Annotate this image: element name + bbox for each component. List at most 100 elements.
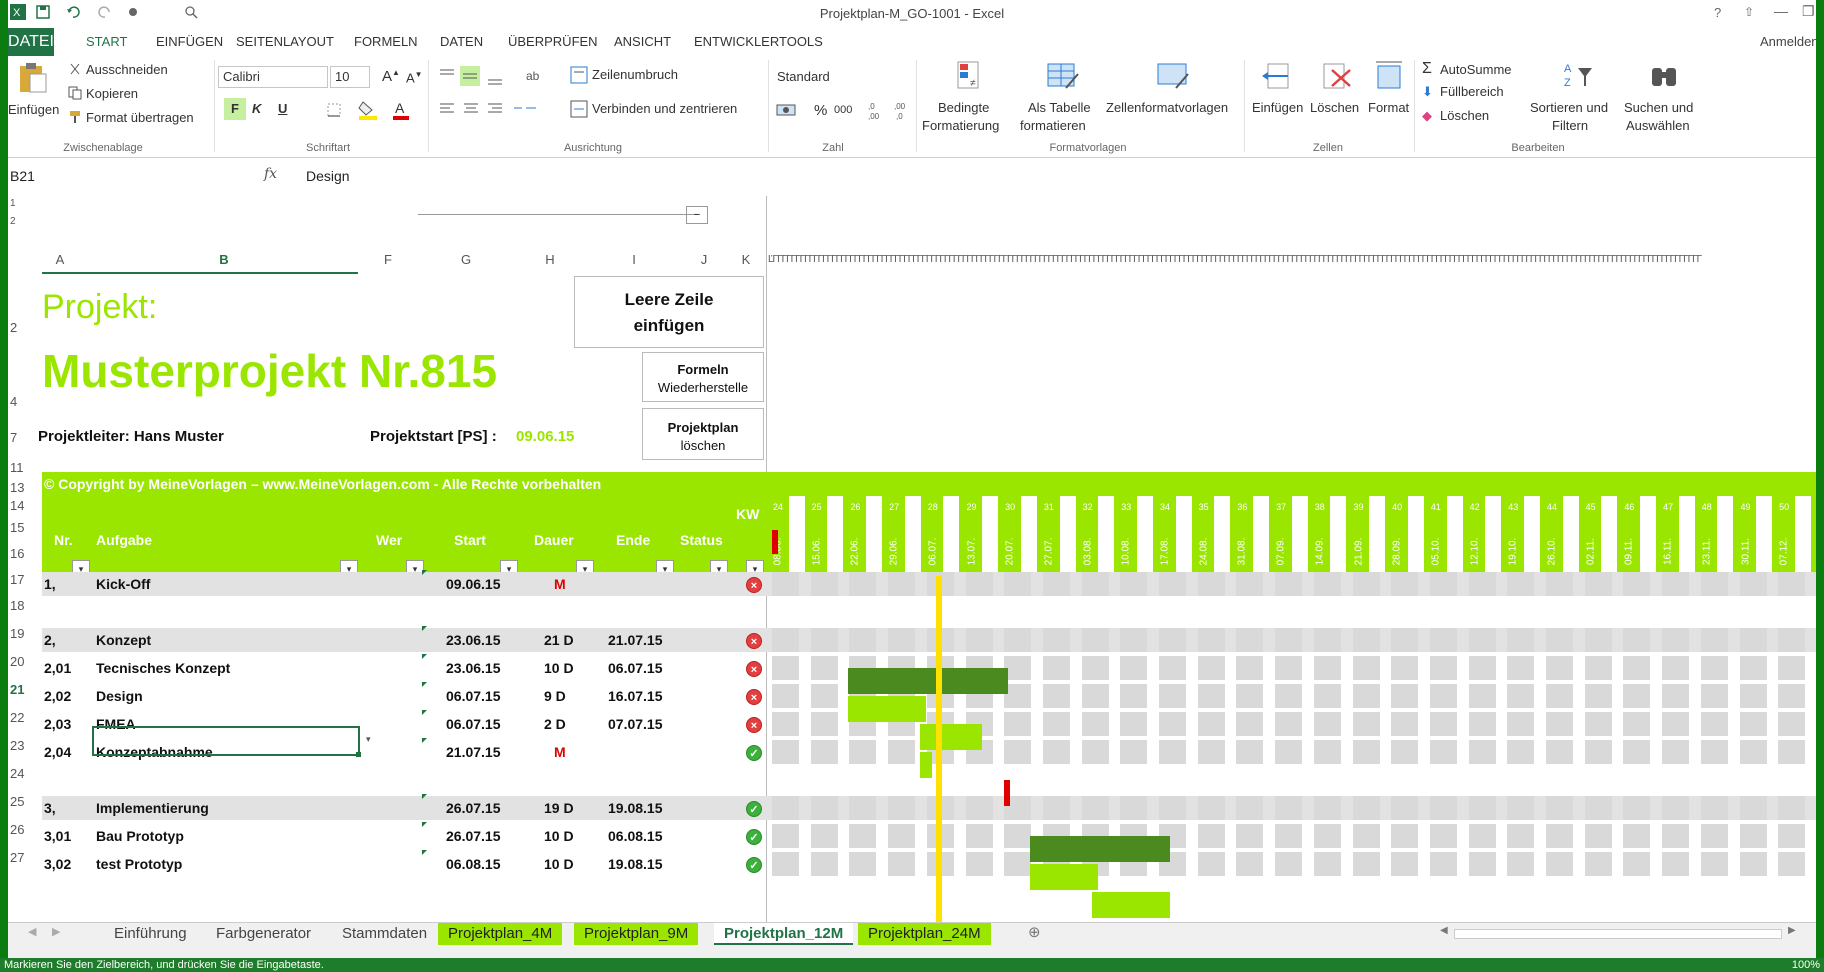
fx-icon[interactable]: fx: [264, 166, 278, 182]
task-start[interactable]: 06.08.15: [446, 856, 501, 872]
task-end[interactable]: 19.08.15: [608, 856, 663, 872]
cell-styles-button[interactable]: Zellenformatvorlagen: [1106, 100, 1229, 115]
task-duration[interactable]: 10 D: [544, 856, 574, 872]
task-end[interactable]: 16.07.15: [608, 688, 663, 704]
find-select-button[interactable]: Suchen und: [1624, 100, 1694, 115]
insert-empty-row-button[interactable]: Leere Zeile einfügen: [574, 276, 764, 348]
task-name[interactable]: Konzept: [96, 632, 152, 648]
undo-icon[interactable]: [66, 5, 80, 19]
task-start[interactable]: 09.06.15: [446, 576, 501, 592]
task-name[interactable]: Design: [96, 688, 143, 704]
orientation-icon[interactable]: ab: [526, 66, 548, 86]
delete-cells-button[interactable]: Löschen: [1310, 100, 1360, 115]
task-name[interactable]: test Prototyp: [96, 856, 183, 872]
col-a[interactable]: A: [55, 252, 65, 267]
task-start[interactable]: 21.07.15: [446, 744, 501, 760]
touch-mode-icon[interactable]: [126, 5, 140, 19]
copy-button[interactable]: Kopieren: [86, 86, 139, 101]
formula-input[interactable]: Design: [306, 168, 350, 184]
task-start[interactable]: 26.07.15: [446, 828, 501, 844]
task-duration[interactable]: 10 D: [544, 828, 574, 844]
thousands-button[interactable]: 000: [834, 104, 853, 116]
paste-button[interactable]: Einfügen: [8, 102, 60, 117]
scroll-left-icon[interactable]: ◀: [1440, 925, 1448, 936]
sheet-tab-stammdaten[interactable]: Stammdaten: [342, 925, 428, 942]
tab-entwicklertools[interactable]: ENTWICKLERTOOLS: [694, 34, 823, 49]
task-nr[interactable]: 2,03: [44, 716, 72, 732]
outline-collapse-button[interactable]: –: [686, 206, 708, 224]
tab-seitenlayout[interactable]: SEITENLAYOUT: [236, 34, 335, 49]
tab-einfuegen[interactable]: EINFÜGEN: [156, 34, 224, 49]
task-end[interactable]: 06.07.15: [608, 660, 663, 676]
task-nr[interactable]: 1,: [44, 576, 56, 592]
shrink-font-icon[interactable]: A▼: [406, 70, 423, 86]
sheet-tab-projektplan-24m[interactable]: Projektplan_24M: [858, 923, 991, 945]
name-box[interactable]: B21: [10, 168, 35, 184]
col-k[interactable]: K: [741, 252, 751, 267]
task-name[interactable]: Tecnisches Konzept: [96, 660, 231, 676]
task-start[interactable]: 23.06.15: [446, 632, 501, 648]
sheet-tab-projektplan-12m[interactable]: Projektplan_12M: [714, 923, 854, 945]
task-name[interactable]: Bau Prototyp: [96, 828, 184, 844]
tab-ueberpruefen[interactable]: ÜBERPRÜFEN: [508, 34, 598, 49]
project-start-value[interactable]: 09.06.15: [516, 428, 575, 445]
col-h[interactable]: H: [545, 252, 555, 267]
ribbon-display-icon[interactable]: ⇧: [1744, 5, 1755, 19]
fill-color-icon[interactable]: [358, 100, 380, 120]
scroll-right-icon[interactable]: ▶: [1788, 925, 1796, 936]
task-start[interactable]: 06.07.15: [446, 688, 501, 704]
sheet-tab-projektplan-4m[interactable]: Projektplan_4M: [438, 923, 563, 945]
grow-font-icon[interactable]: A▲: [382, 68, 400, 85]
sheet-tab-farbgenerator[interactable]: Farbgenerator: [216, 925, 312, 942]
redo-icon[interactable]: [98, 5, 112, 19]
validation-dropdown-icon[interactable]: ▾: [366, 734, 371, 744]
conditional-format-button[interactable]: Bedingte: [938, 100, 990, 115]
horizontal-scrollbar[interactable]: [1454, 929, 1782, 939]
tab-daten[interactable]: DATEN: [440, 34, 484, 49]
decimal-icons[interactable]: ,0,00,00,0: [866, 100, 916, 122]
zoom-level[interactable]: 100%: [1791, 959, 1820, 971]
col-j[interactable]: J: [700, 252, 708, 267]
selected-cell[interactable]: [92, 726, 360, 756]
task-name[interactable]: Konzeptabnahme: [96, 744, 213, 760]
font-name-select[interactable]: Calibri: [218, 66, 328, 88]
sort-filter-button[interactable]: Sortieren und: [1530, 100, 1609, 115]
task-end[interactable]: 19.08.15: [608, 800, 663, 816]
sheet-tab-einfuehrung[interactable]: Einführung: [114, 925, 187, 942]
save-icon[interactable]: [36, 5, 50, 19]
task-nr[interactable]: 3,02: [44, 856, 72, 872]
tab-formeln[interactable]: FORMELN: [354, 34, 418, 49]
sheet-tab-projektplan-9m[interactable]: Projektplan_9M: [574, 923, 699, 945]
task-start[interactable]: 06.07.15: [446, 716, 501, 732]
format-painter-button[interactable]: Format übertragen: [86, 110, 194, 125]
cut-button[interactable]: Ausschneiden: [86, 62, 168, 77]
task-duration[interactable]: M: [554, 576, 566, 592]
minimize-icon[interactable]: —: [1774, 3, 1788, 19]
task-duration[interactable]: M: [554, 744, 566, 760]
task-duration[interactable]: 9 D: [544, 688, 566, 704]
underline-button[interactable]: U: [278, 101, 288, 116]
restore-formulas-button[interactable]: Formeln Wiederherstelle: [642, 352, 764, 402]
horizontal-align-icons[interactable]: [438, 100, 538, 120]
format-cells-button[interactable]: Format: [1368, 100, 1410, 115]
task-duration[interactable]: 21 D: [544, 632, 574, 648]
insert-cells-button[interactable]: Einfügen: [1252, 100, 1304, 115]
print-preview-icon[interactable]: [184, 5, 198, 19]
task-name[interactable]: FMEA: [96, 716, 136, 732]
wrap-text-button[interactable]: Zeilenumbruch: [592, 67, 678, 82]
sign-in-link[interactable]: Anmelden: [1760, 34, 1816, 49]
clear-plan-button[interactable]: Projektplan löschen: [642, 408, 764, 460]
tab-datei[interactable]: DATEI: [8, 28, 54, 56]
task-start[interactable]: 26.07.15: [446, 800, 501, 816]
number-format-select[interactable]: Standard: [772, 66, 912, 88]
currency-icon[interactable]: [776, 102, 800, 118]
task-end[interactable]: 06.08.15: [608, 828, 663, 844]
merge-center-button[interactable]: Verbinden und zentrieren: [592, 101, 738, 116]
restore-icon[interactable]: ❐: [1802, 3, 1815, 19]
autosum-button[interactable]: AutoSumme: [1440, 62, 1512, 77]
clear-button[interactable]: Löschen: [1440, 108, 1490, 123]
task-nr[interactable]: 2,02: [44, 688, 72, 704]
format-as-table-button[interactable]: Als Tabelle: [1028, 100, 1091, 115]
task-nr[interactable]: 2,01: [44, 660, 72, 676]
paste-icon[interactable]: [18, 62, 48, 94]
